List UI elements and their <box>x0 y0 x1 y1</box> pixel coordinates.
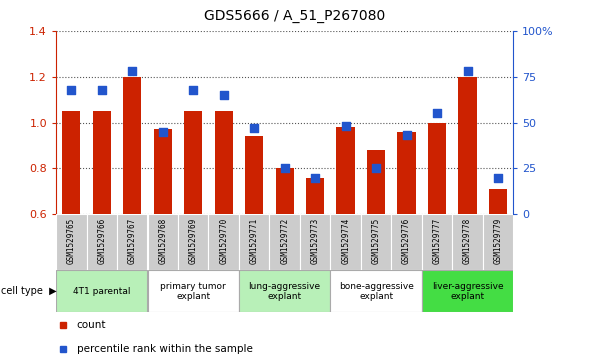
Text: bone-aggressive
explant: bone-aggressive explant <box>339 282 414 301</box>
Text: 4T1 parental: 4T1 parental <box>73 287 130 296</box>
Point <box>280 166 289 171</box>
Text: GSM1529769: GSM1529769 <box>189 218 198 264</box>
Bar <box>422 270 513 312</box>
Bar <box>300 214 330 270</box>
Bar <box>215 111 233 214</box>
Text: count: count <box>77 321 106 330</box>
Bar <box>62 111 80 214</box>
Text: primary tumor
explant: primary tumor explant <box>160 282 226 301</box>
Text: GSM1529765: GSM1529765 <box>67 218 76 264</box>
Text: cell type  ▶: cell type ▶ <box>1 286 57 296</box>
Text: GSM1529773: GSM1529773 <box>311 218 320 264</box>
Bar <box>422 214 453 270</box>
Point <box>493 175 503 180</box>
Bar <box>391 214 422 270</box>
Point <box>97 87 106 93</box>
Bar <box>398 132 416 214</box>
Bar <box>208 214 239 270</box>
Point <box>158 129 168 135</box>
Text: GSM1529775: GSM1529775 <box>372 218 381 264</box>
Bar <box>276 168 294 214</box>
Bar <box>306 178 325 214</box>
Bar <box>153 129 172 214</box>
Point <box>372 166 381 171</box>
Text: GSM1529776: GSM1529776 <box>402 218 411 264</box>
Text: percentile rank within the sample: percentile rank within the sample <box>77 344 253 354</box>
Bar <box>178 214 208 270</box>
Text: GSM1529770: GSM1529770 <box>219 218 228 264</box>
Text: GSM1529774: GSM1529774 <box>341 218 350 264</box>
Bar <box>428 122 446 214</box>
Bar <box>489 189 507 214</box>
Point <box>402 132 411 138</box>
Bar <box>117 214 148 270</box>
Point <box>341 123 350 129</box>
Point <box>188 87 198 93</box>
Text: GSM1529778: GSM1529778 <box>463 218 472 264</box>
Text: liver-aggressive
explant: liver-aggressive explant <box>432 282 503 301</box>
Bar <box>148 214 178 270</box>
Bar <box>93 111 111 214</box>
Point <box>67 87 76 93</box>
Bar <box>330 214 361 270</box>
Point <box>463 68 472 74</box>
Bar <box>87 214 117 270</box>
Bar <box>361 214 391 270</box>
Text: GSM1529779: GSM1529779 <box>494 218 503 264</box>
Text: GSM1529766: GSM1529766 <box>97 218 106 264</box>
Point <box>432 110 442 116</box>
Bar <box>453 214 483 270</box>
Bar <box>56 214 87 270</box>
Bar <box>239 270 330 312</box>
Text: GSM1529771: GSM1529771 <box>250 218 258 264</box>
Text: GSM1529767: GSM1529767 <box>128 218 137 264</box>
Bar <box>367 150 385 214</box>
Bar <box>270 214 300 270</box>
Text: GDS5666 / A_51_P267080: GDS5666 / A_51_P267080 <box>204 9 386 23</box>
Bar <box>458 77 477 214</box>
Text: GSM1529772: GSM1529772 <box>280 218 289 264</box>
Text: GSM1529777: GSM1529777 <box>432 218 441 264</box>
Bar <box>245 136 263 214</box>
Text: lung-aggressive
explant: lung-aggressive explant <box>248 282 321 301</box>
Bar <box>330 270 422 312</box>
Point <box>250 125 259 131</box>
Point <box>219 92 228 98</box>
Bar <box>148 270 239 312</box>
Point <box>310 175 320 180</box>
Bar <box>56 270 148 312</box>
Bar <box>483 214 513 270</box>
Bar <box>184 111 202 214</box>
Point <box>127 68 137 74</box>
Bar <box>336 127 355 214</box>
Text: GSM1529768: GSM1529768 <box>158 218 167 264</box>
Bar <box>239 214 270 270</box>
Bar <box>123 77 142 214</box>
